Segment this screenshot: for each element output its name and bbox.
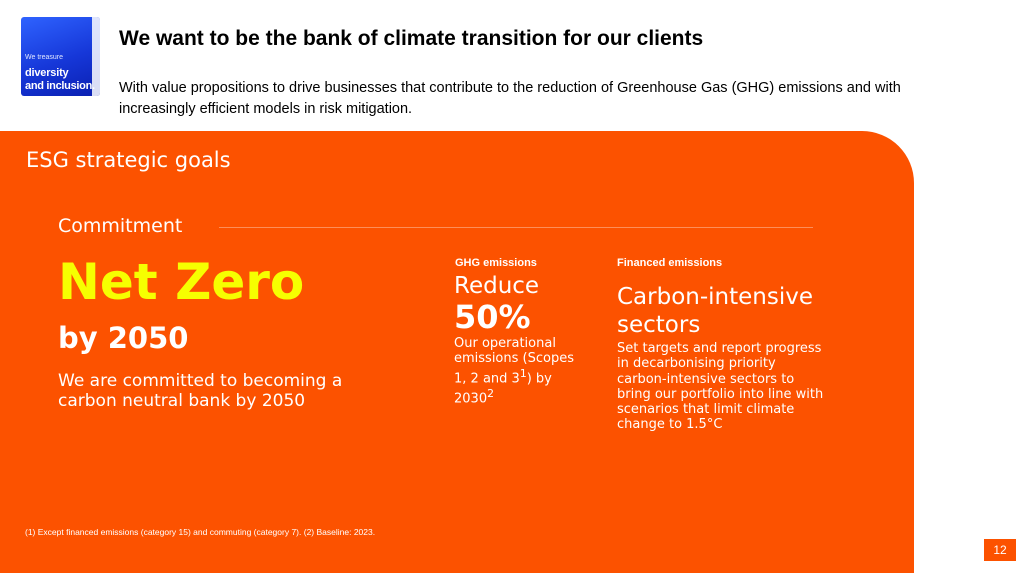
ghg-description-mid: ) by 2030 bbox=[454, 371, 552, 407]
net-zero-headline: Net Zero bbox=[58, 253, 305, 311]
ghg-description-main: Our operational emissions (Scopes 1, 2 a… bbox=[454, 336, 574, 387]
commitment-description: We are committed to becoming a carbon ne… bbox=[58, 371, 343, 411]
financed-heading: Carbon-intensive sectors bbox=[617, 284, 814, 338]
page-number: 12 bbox=[984, 539, 1016, 561]
section-title: ESG strategic goals bbox=[26, 148, 231, 172]
logo-text-line2: diversity bbox=[25, 67, 69, 79]
net-zero-year: by 2050 bbox=[58, 321, 189, 355]
logo-page-curl bbox=[92, 17, 100, 96]
financed-description: Set targets and report progress in decar… bbox=[617, 341, 824, 433]
ghg-emissions-label: GHG emissions bbox=[455, 257, 537, 269]
footnote: (1) Except financed emissions (category … bbox=[25, 527, 376, 537]
slide-title: We want to be the bank of climate transi… bbox=[119, 27, 704, 50]
ghg-reduction-value: 50% bbox=[454, 298, 531, 336]
ghg-description: Our operational emissions (Scopes 1, 2 a… bbox=[454, 336, 574, 407]
diversity-logo: We treasure diversity and inclusion. bbox=[21, 17, 100, 96]
slide-subtitle: With value propositions to drive busines… bbox=[119, 80, 901, 117]
esg-panel bbox=[0, 131, 914, 573]
divider bbox=[219, 227, 813, 228]
logo-text-line1: We treasure bbox=[25, 54, 63, 61]
footnote-ref-2: 2 bbox=[487, 387, 494, 401]
footnote-ref-1: 1 bbox=[519, 367, 527, 380]
logo-text-line3: and inclusion. bbox=[25, 80, 95, 92]
financed-emissions-label: Financed emissions bbox=[617, 257, 723, 269]
ghg-action: Reduce bbox=[454, 273, 540, 299]
commitment-label: Commitment bbox=[58, 215, 183, 237]
